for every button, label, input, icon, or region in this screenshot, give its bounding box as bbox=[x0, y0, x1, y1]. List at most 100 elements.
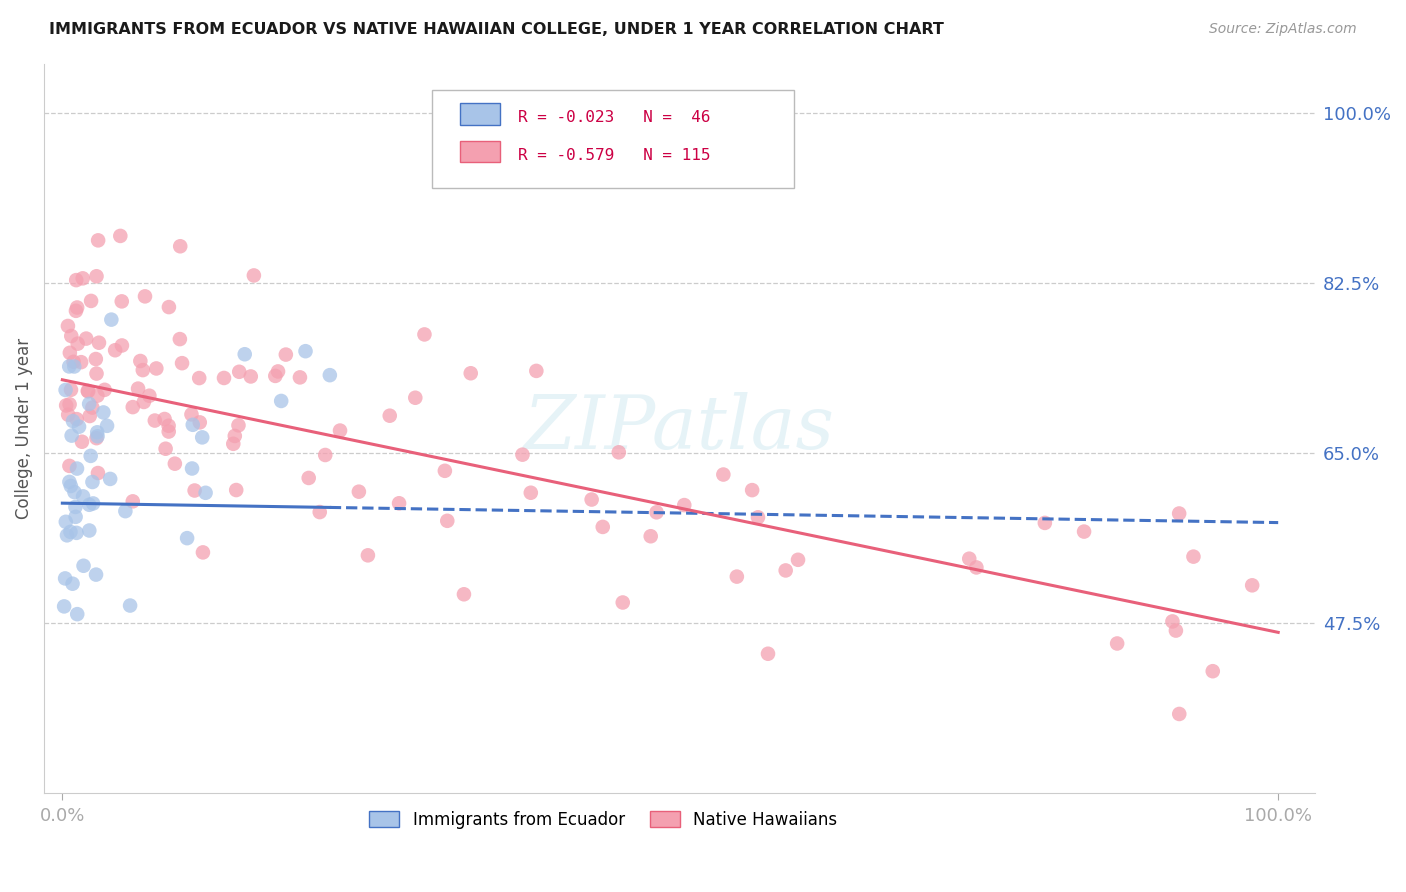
Point bbox=[127, 382, 149, 396]
Point bbox=[169, 332, 191, 346]
Point bbox=[121, 400, 143, 414]
Point bbox=[72, 271, 94, 285]
Point bbox=[67, 419, 90, 434]
Point bbox=[82, 496, 104, 510]
Point bbox=[65, 525, 87, 540]
Point bbox=[132, 363, 155, 377]
Point bbox=[110, 228, 132, 243]
Point bbox=[347, 484, 370, 499]
Point bbox=[65, 303, 87, 318]
Point bbox=[267, 364, 290, 378]
Point bbox=[460, 366, 482, 380]
Point bbox=[145, 361, 167, 376]
Point bbox=[87, 233, 110, 247]
Point bbox=[1202, 664, 1225, 678]
Point bbox=[132, 395, 155, 409]
Point bbox=[413, 327, 436, 342]
Point bbox=[224, 429, 246, 443]
Point bbox=[404, 391, 426, 405]
Point bbox=[84, 351, 107, 366]
Point bbox=[86, 389, 108, 403]
Point bbox=[157, 418, 180, 433]
Point bbox=[433, 464, 456, 478]
Point bbox=[741, 483, 763, 497]
Point bbox=[111, 294, 134, 309]
Point bbox=[308, 505, 330, 519]
Point bbox=[188, 416, 211, 430]
Point bbox=[79, 498, 101, 512]
Point bbox=[143, 413, 166, 427]
Point bbox=[180, 408, 202, 422]
Point bbox=[104, 343, 127, 358]
Point bbox=[72, 489, 94, 503]
Point bbox=[59, 383, 82, 397]
Point bbox=[66, 607, 89, 622]
Point bbox=[524, 364, 547, 378]
Point bbox=[138, 389, 160, 403]
Point bbox=[86, 367, 108, 381]
Point bbox=[181, 417, 204, 432]
Point bbox=[188, 371, 211, 385]
Point bbox=[612, 595, 634, 609]
Point bbox=[77, 397, 100, 411]
Point bbox=[98, 472, 121, 486]
Point bbox=[153, 412, 176, 426]
Point bbox=[274, 348, 297, 362]
Point bbox=[53, 571, 76, 585]
Point bbox=[607, 445, 630, 459]
Point bbox=[176, 531, 198, 545]
Point bbox=[436, 514, 458, 528]
Point bbox=[957, 551, 980, 566]
Point bbox=[59, 397, 82, 411]
Point bbox=[169, 239, 191, 253]
Point bbox=[134, 289, 156, 303]
Point bbox=[62, 576, 84, 591]
Point bbox=[129, 354, 152, 368]
Point bbox=[59, 479, 82, 493]
Point bbox=[86, 431, 108, 445]
Point bbox=[77, 384, 100, 399]
Point bbox=[711, 467, 734, 482]
Point bbox=[157, 300, 180, 314]
Point bbox=[163, 457, 186, 471]
Point bbox=[673, 498, 696, 512]
Point bbox=[388, 496, 411, 510]
Point bbox=[59, 524, 82, 539]
Point bbox=[87, 466, 110, 480]
Point bbox=[65, 509, 87, 524]
Point bbox=[264, 368, 287, 383]
Point bbox=[183, 483, 205, 498]
Point bbox=[181, 461, 204, 475]
Point bbox=[725, 569, 748, 583]
Point bbox=[55, 399, 77, 413]
Point bbox=[79, 449, 101, 463]
Point bbox=[63, 485, 86, 500]
Point bbox=[56, 318, 79, 333]
Point bbox=[121, 494, 143, 508]
Point bbox=[170, 356, 193, 370]
Point bbox=[453, 587, 475, 601]
Point bbox=[1241, 578, 1264, 592]
Point bbox=[96, 418, 118, 433]
Point bbox=[86, 269, 108, 284]
Point bbox=[294, 344, 316, 359]
Point bbox=[84, 567, 107, 582]
Point bbox=[212, 371, 235, 385]
Text: ZIPatlas: ZIPatlas bbox=[524, 392, 835, 465]
Point bbox=[76, 384, 98, 398]
Point bbox=[66, 336, 89, 351]
Point bbox=[787, 553, 810, 567]
Point bbox=[55, 383, 77, 397]
Legend: Immigrants from Ecuador, Native Hawaiians: Immigrants from Ecuador, Native Hawaiian… bbox=[363, 804, 844, 835]
Point bbox=[100, 312, 122, 326]
Point bbox=[58, 359, 80, 374]
Point bbox=[520, 485, 543, 500]
Point bbox=[60, 428, 83, 442]
Point bbox=[80, 293, 103, 308]
Point bbox=[191, 545, 214, 559]
Point bbox=[114, 504, 136, 518]
FancyBboxPatch shape bbox=[460, 141, 501, 162]
Point bbox=[86, 429, 108, 443]
Point bbox=[79, 524, 101, 538]
Point bbox=[157, 425, 180, 439]
